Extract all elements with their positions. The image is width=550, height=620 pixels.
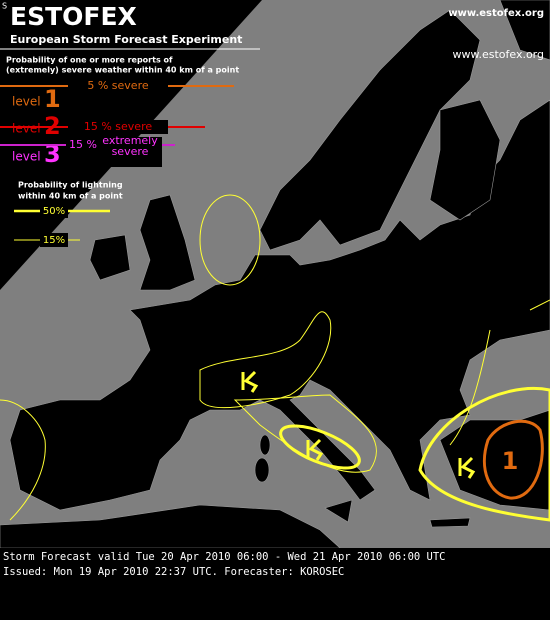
label-bg	[40, 204, 68, 218]
level-label: extremely	[102, 134, 158, 147]
level-word: level	[12, 150, 41, 164]
lightning-heading: within 40 km of a point	[18, 192, 123, 201]
lightning-symbol	[458, 456, 476, 479]
legend: Probability of one or more reports of(ex…	[0, 56, 239, 247]
lightning-50-area	[279, 424, 361, 470]
label-bg	[68, 79, 168, 93]
lightning-15-area	[199, 311, 332, 409]
level-number: 1	[44, 85, 61, 113]
level-label: severe	[112, 145, 149, 158]
valid-time: Storm Forecast valid Tue 20 Apr 2010 06:…	[3, 551, 446, 563]
lightning-label: 15%	[43, 235, 65, 246]
lightning-symbols	[241, 370, 476, 479]
level-number: 3	[44, 140, 61, 168]
corner-mark: S	[2, 2, 7, 11]
lightning-15-area	[529, 299, 550, 311]
footer-background	[0, 548, 550, 620]
level-word: level	[12, 122, 41, 136]
label-bg	[40, 233, 68, 247]
label-bg	[66, 137, 162, 167]
legend-heading: Probability of one or more reports of	[6, 56, 173, 65]
level-marker: 1	[502, 447, 519, 475]
site-url: www.estofex.org	[448, 8, 544, 19]
land	[0, 0, 550, 549]
label-bg	[68, 120, 168, 134]
lightning-15-area	[449, 329, 491, 446]
level-word: level	[12, 95, 41, 109]
site-url-large: www.estofex.org	[452, 48, 544, 61]
lightning-symbol	[241, 370, 259, 393]
site-title: ESTOFEX	[10, 2, 137, 31]
level-label: 5 % severe	[87, 79, 149, 92]
lightning-label: 50%	[43, 206, 65, 217]
lightning-symbol	[306, 438, 324, 461]
lightning-50-area	[418, 387, 550, 522]
lightning-15-area	[199, 194, 261, 286]
lightning-15-area	[0, 399, 46, 521]
level-label: 15 %	[69, 138, 97, 151]
site-subtitle: European Storm Forecast Experiment	[10, 33, 242, 46]
level-label: 15 % severe	[84, 120, 152, 133]
lightning-heading: Probability of lightning	[18, 181, 123, 190]
level-1-area	[482, 419, 544, 500]
lightning-areas	[0, 194, 550, 522]
issued-time: Issued: Mon 19 Apr 2010 22:37 UTC. Forec…	[3, 566, 344, 578]
legend-heading: (extremely) severe weather within 40 km …	[6, 66, 239, 75]
